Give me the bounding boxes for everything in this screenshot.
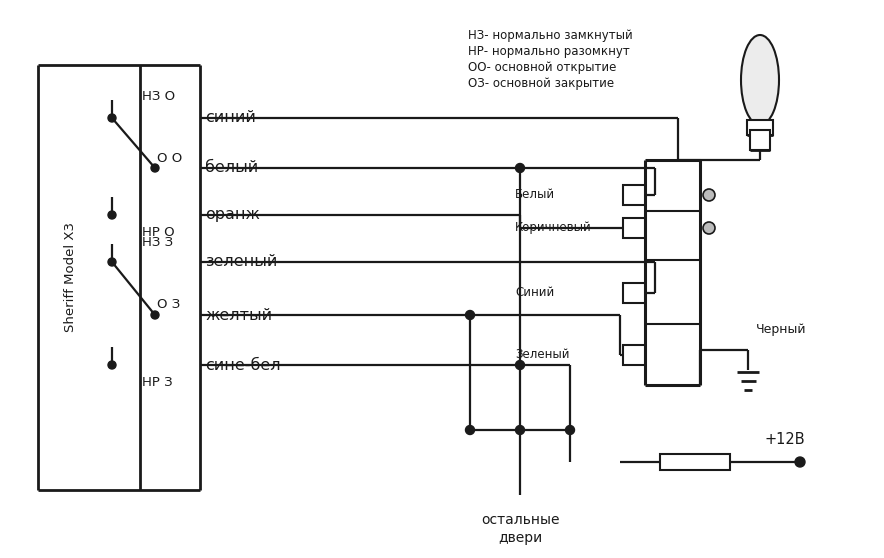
Circle shape bbox=[515, 360, 524, 369]
Circle shape bbox=[515, 163, 524, 172]
Text: Черный: Черный bbox=[756, 324, 806, 336]
Text: Коричневый: Коричневый bbox=[515, 222, 591, 234]
Text: НР З: НР З bbox=[142, 377, 172, 389]
Circle shape bbox=[108, 258, 116, 266]
Text: Белый: Белый bbox=[515, 189, 555, 201]
Circle shape bbox=[108, 211, 116, 219]
Circle shape bbox=[466, 310, 475, 320]
Circle shape bbox=[466, 426, 475, 435]
Bar bbox=[623, 283, 645, 303]
Circle shape bbox=[151, 164, 159, 172]
Text: синий: синий bbox=[205, 110, 255, 126]
Bar bbox=[623, 185, 645, 205]
Circle shape bbox=[108, 361, 116, 369]
Bar bbox=[747, 120, 773, 135]
Circle shape bbox=[703, 189, 715, 201]
Text: ОО- основной открытие: ОО- основной открытие bbox=[468, 60, 616, 74]
Circle shape bbox=[515, 426, 524, 435]
Circle shape bbox=[795, 457, 805, 467]
Text: Синий: Синий bbox=[515, 286, 554, 300]
Text: Зеленый: Зеленый bbox=[515, 349, 569, 362]
Text: Sheriff Model X3: Sheriff Model X3 bbox=[64, 222, 77, 332]
Text: ОЗ- основной закрытие: ОЗ- основной закрытие bbox=[468, 76, 614, 89]
Circle shape bbox=[703, 222, 715, 234]
Text: НЗ О: НЗ О bbox=[142, 89, 175, 103]
Text: сине-бел: сине-бел bbox=[205, 358, 280, 373]
Text: О О: О О bbox=[157, 152, 182, 165]
Bar bbox=[623, 345, 645, 365]
Text: НЗ- нормально замкнутый: НЗ- нормально замкнутый bbox=[468, 28, 633, 41]
Text: остальные: остальные bbox=[481, 513, 560, 527]
Text: +12В: +12В bbox=[765, 432, 805, 448]
Bar bbox=[750, 130, 770, 150]
Text: оранж: оранж bbox=[205, 208, 260, 223]
Text: О З: О З bbox=[157, 299, 180, 311]
Circle shape bbox=[151, 311, 159, 319]
Bar bbox=[623, 218, 645, 238]
Text: зеленый: зеленый bbox=[205, 254, 278, 270]
Text: белый: белый bbox=[205, 161, 258, 176]
Text: двери: двери bbox=[498, 531, 542, 545]
Circle shape bbox=[566, 426, 575, 435]
Ellipse shape bbox=[741, 35, 779, 125]
Text: НР- нормально разомкнут: НР- нормально разомкнут bbox=[468, 45, 629, 57]
Text: НР О: НР О bbox=[142, 227, 175, 239]
Text: НЗ З: НЗ З bbox=[142, 235, 173, 248]
Bar bbox=[660, 454, 730, 470]
Circle shape bbox=[108, 114, 116, 122]
Text: желтый: желтый bbox=[205, 307, 272, 323]
